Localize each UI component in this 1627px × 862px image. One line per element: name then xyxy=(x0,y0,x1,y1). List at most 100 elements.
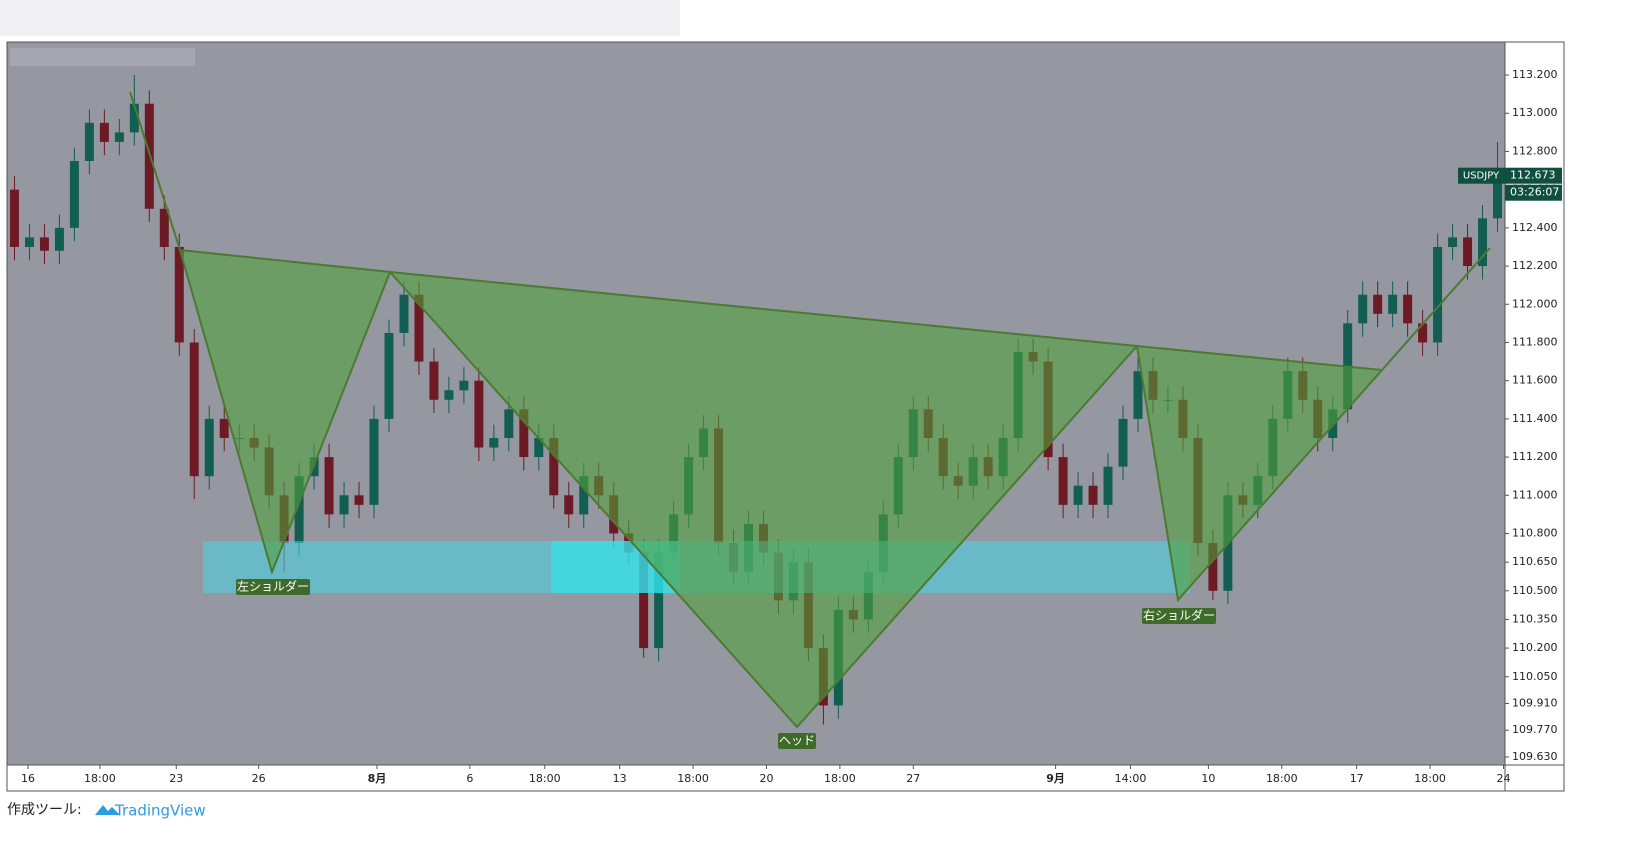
x-tick-label: 18:00 xyxy=(677,772,709,785)
left-shoulder-triangle xyxy=(178,248,392,576)
candle-body xyxy=(99,122,109,142)
candle-body xyxy=(399,294,409,333)
trend-line xyxy=(1381,247,1491,371)
x-tick-label: 26 xyxy=(252,772,266,785)
blurred-legend xyxy=(10,48,195,66)
candle-body xyxy=(204,418,214,477)
y-tick-label: 110.050 xyxy=(1512,670,1558,683)
x-tick-label: 27 xyxy=(906,772,920,785)
candle-body xyxy=(1133,371,1143,419)
candle-body xyxy=(504,409,514,438)
candle-body xyxy=(1088,485,1098,505)
candle-body xyxy=(1493,175,1503,219)
y-tick-label: 112.800 xyxy=(1512,144,1558,157)
footer-brand[interactable]: TradingView xyxy=(114,802,206,820)
candle-body xyxy=(294,476,304,544)
candle-body xyxy=(354,495,364,505)
candle-body xyxy=(1418,323,1428,343)
brand-logo xyxy=(95,805,120,815)
x-tick-label: 23 xyxy=(169,772,183,785)
y-tick-label: 111.000 xyxy=(1512,488,1558,501)
y-tick-label: 112.000 xyxy=(1512,297,1558,310)
candle-body xyxy=(369,418,379,505)
symbol-label: USDJPY xyxy=(1463,171,1500,182)
y-tick-label: 111.400 xyxy=(1512,412,1558,425)
candle-body xyxy=(1058,457,1068,505)
annotation: 左ショルダー xyxy=(237,579,309,594)
x-tick-label: 10 xyxy=(1201,772,1215,785)
candle-body xyxy=(654,552,664,649)
y-tick-label: 113.000 xyxy=(1512,106,1558,119)
candle-body xyxy=(564,495,574,515)
x-tick-label: 18:00 xyxy=(529,772,561,785)
x-tick-label: 18:00 xyxy=(1266,772,1298,785)
y-tick-label: 112.200 xyxy=(1512,259,1558,272)
candle-body xyxy=(429,361,439,400)
candle-body xyxy=(1478,218,1488,267)
x-tick-label: 6 xyxy=(466,772,473,785)
x-tick-label: 17 xyxy=(1350,772,1364,785)
right-shoulder-triangle xyxy=(1135,344,1385,603)
candle-body xyxy=(219,418,229,438)
price-label: 112.673 xyxy=(1510,169,1556,182)
trend-line xyxy=(129,91,181,251)
candle-body xyxy=(1373,294,1383,314)
candle-body xyxy=(24,237,34,247)
y-tick-label: 111.800 xyxy=(1512,335,1558,348)
candle-body xyxy=(189,342,199,477)
x-tick-label: 14:00 xyxy=(1115,772,1147,785)
candle-body xyxy=(639,552,649,649)
candle-body xyxy=(174,246,184,343)
candle-body xyxy=(159,208,169,247)
x-tick-label: 16 xyxy=(21,772,35,785)
candle-body xyxy=(1358,294,1368,324)
y-tick-label: 112.400 xyxy=(1512,221,1558,234)
y-tick-label: 110.650 xyxy=(1512,555,1558,568)
frame xyxy=(6,41,1565,792)
head-triangle xyxy=(387,270,1140,729)
candle-body xyxy=(114,132,124,142)
candle-body xyxy=(459,380,469,391)
x-tick-label: 18:00 xyxy=(1414,772,1446,785)
y-tick-label: 110.350 xyxy=(1512,612,1558,625)
candle-body xyxy=(444,390,454,400)
price-tag xyxy=(1505,167,1562,184)
candle-body xyxy=(1073,485,1083,505)
annotation: 右ショルダー xyxy=(1143,608,1215,623)
y-tick-label: 109.910 xyxy=(1512,696,1558,709)
y-tick-label: 111.200 xyxy=(1512,450,1558,463)
x-tick-label: 13 xyxy=(613,772,627,785)
x-tick-label: 9月 xyxy=(1046,772,1065,785)
y-tick-label: 109.770 xyxy=(1512,723,1558,736)
candle-body xyxy=(84,122,94,162)
countdown-tag xyxy=(1505,184,1562,201)
footer-label: 作成ツール: xyxy=(7,802,82,818)
x-tick-label: 24 xyxy=(1497,772,1511,785)
y-tick-label: 110.500 xyxy=(1512,584,1558,597)
annotation-box xyxy=(1142,608,1216,624)
candle-body xyxy=(9,189,19,247)
candle-body xyxy=(1388,294,1398,314)
candle-body xyxy=(1448,237,1458,247)
candle-body xyxy=(339,495,349,515)
countdown-label: 03:26:07 xyxy=(1510,186,1559,199)
candle-body xyxy=(39,237,49,251)
annotation-box xyxy=(236,579,310,595)
candle-body xyxy=(414,294,424,362)
symbol-tag xyxy=(1458,167,1505,184)
pattern-drawing: 左ショルダー ヘッド 右ショルダー xyxy=(129,91,1491,749)
x-tick-label: 8月 xyxy=(368,772,387,785)
candle-body xyxy=(549,437,559,496)
y-tick-label: 110.200 xyxy=(1512,641,1558,654)
candle-body xyxy=(579,476,589,515)
y-tick-label: 110.800 xyxy=(1512,526,1558,539)
candle-body xyxy=(1118,418,1128,467)
candle-body xyxy=(1208,543,1218,591)
candle-body xyxy=(1433,246,1443,343)
candle-body xyxy=(1463,237,1473,267)
y-tick-label: 111.600 xyxy=(1512,374,1558,387)
annotation: ヘッド xyxy=(779,734,815,748)
y-tick-label: 109.630 xyxy=(1512,750,1558,763)
blurred-header xyxy=(0,0,680,36)
candle-body xyxy=(534,437,544,458)
